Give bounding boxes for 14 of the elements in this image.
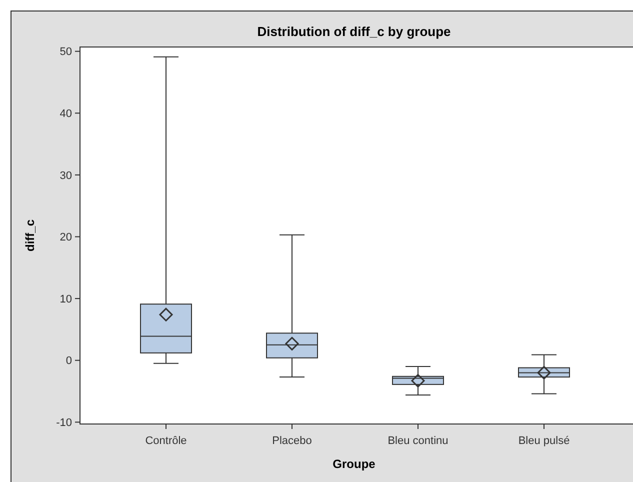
y-tick-label: 50 <box>60 46 72 58</box>
y-tick-label: 20 <box>60 232 72 244</box>
x-tick-label: Bleu continu <box>388 435 448 447</box>
y-axis-title: diff_c <box>23 219 37 252</box>
y-tick-label: 30 <box>60 170 72 182</box>
x-tick-label: Contrôle <box>145 435 187 447</box>
x-tick-label: Bleu pulsé <box>518 435 570 447</box>
y-tick-label: 40 <box>60 108 72 120</box>
y-tick-label: 0 <box>66 355 72 368</box>
y-tick-label: -10 <box>56 416 72 429</box>
chart-title: Distribution of diff_c by groupe <box>257 24 451 39</box>
x-tick-label: Placebo <box>272 435 312 447</box>
x-axis-title: Groupe <box>332 457 376 471</box>
y-tick-label: 10 <box>60 293 72 306</box>
